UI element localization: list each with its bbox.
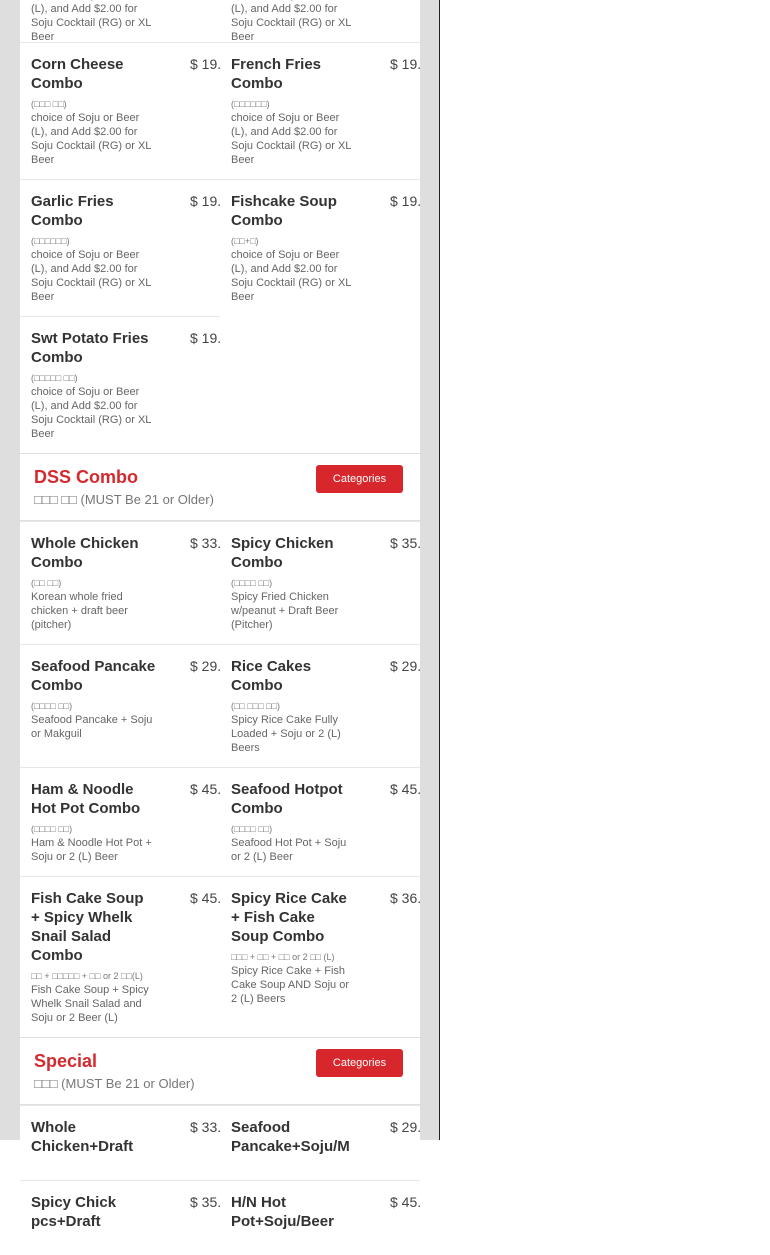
item-price: $ 36. [390,890,420,906]
item-price: $ 19. [190,330,222,346]
item-description: Fish Cake Soup + Spicy Whelk Snail Salad… [31,984,149,1024]
item-name: Whole Chicken Combo [31,535,139,571]
menu-item[interactable]: Rice Cakes Combo $ 29. (□□ □□□ □□) Spicy Ri… [220,644,420,767]
item-name: Whole Chicken+Draft [31,1119,134,1155]
item-description: choice of Soju or Beer (L), and Add $2.0… [31,386,152,440]
section-subtitle: □□□ □□ (MUST Be 21 or Older) [34,492,214,507]
menu-item[interactable]: Seafood Pancake Combo $ 29. (□□□□ □□) Seafo… [20,644,222,767]
menu-item[interactable]: choice of Soju or Beer (L), and Add $2.0… [20,0,220,42]
menu-item[interactable]: Corn Cheese Combo $ 19. (□□□ □□) choice of … [20,42,222,179]
menu-item[interactable]: Spicy Chicken Combo $ 35. (□□□□ □□) Spicy F… [220,521,420,644]
menu-item[interactable]: Whole Chicken Combo $ 33. (□□ □□) Korean wh… [20,521,222,644]
categories-button[interactable]: Categories [316,465,403,493]
menu-item[interactable]: Whole Chicken+Draft $ 33. [20,1105,222,1180]
item-korean-name: □□□ + □□ + □□ or 2 □□ (L) [231,952,335,962]
menu-item[interactable]: Garlic Fries Combo $ 19. (□□□□□□) choice of… [20,179,222,316]
empty-cell [220,316,420,453]
special-grid: Whole Chicken+Draft $ 33. Seafood Pancake+… [20,1105,420,1255]
dss-combo-grid: Whole Chicken Combo $ 33. (□□ □□) Korean wh… [20,521,420,1037]
section-title: DSS Combo [34,467,139,487]
item-korean-name: (□□□□□ □□) [31,373,78,383]
item-korean-name: (□□□□ □□) [31,824,73,834]
item-price: $ 19. [390,56,420,72]
combo-grid-partial: choice of Soju or Beer (L), and Add $2.0… [20,0,420,42]
item-description: Korean whole fried chicken + draft beer … [31,591,128,631]
section-header-special: Special □□□ (MUST Be 21 or Older) Catego… [20,1037,420,1105]
item-name: Fishcake Soup Combo [231,193,337,229]
item-description: choice of Soju or Beer (L), and Add $2.0… [231,249,352,303]
item-price: $ 19. [390,193,420,209]
item-price: $ 35. [190,1194,222,1210]
menu-item[interactable]: Seafood Hotpot Combo $ 45. (□□□□ □□) Seafoo… [220,767,420,876]
item-description: Spicy Fried Chicken w/peanut + Draft Bee… [231,591,339,631]
combo-grid: Corn Cheese Combo $ 19. (□□□ □□) choice of … [20,42,420,453]
item-price: $ 45. [390,781,420,797]
item-korean-name: □□ + □□□□□ + □□ or 2 □□(L) [31,971,143,981]
menu-item[interactable]: Spicy Chick pcs+Draft $ 35. [20,1180,222,1255]
item-description: Spicy Rice Cake Fully Loaded + Soju or 2… [231,714,341,754]
section-title: Special [34,1051,98,1071]
section-header-dss-combo: DSS Combo □□□ □□ (MUST Be 21 or Older) C… [20,453,420,521]
item-name: Fish Cake Soup + Spicy Whelk Snail Salad… [31,890,144,964]
menu-item[interactable]: Spicy Rice Cake + Fish Cake Soup Combo $ … [220,876,420,1037]
item-korean-name: (□□ □□□ □□) [231,701,281,711]
menu-item[interactable]: Swt Potato Fries Combo $ 19. (□□□□□ □□) cho… [20,316,222,453]
item-description: Ham & Noodle Hot Pot + Soju or 2 (L) Bee… [31,837,152,863]
item-price: $ 33. [190,535,222,551]
item-korean-name: (□□□ □□) [31,99,67,109]
item-price: $ 45. [190,781,222,797]
item-description: choice of Soju or Beer (L), and Add $2.0… [31,112,152,166]
item-price: $ 29. [390,1119,420,1135]
item-name: Ham & Noodle Hot Pot Combo [31,781,141,817]
item-description: Spicy Rice Cake + Fish Cake Soup AND Soj… [231,965,350,1005]
item-name: Garlic Fries Combo [31,193,114,229]
item-price: $ 29. [190,658,222,674]
section-subtitle: □□□ (MUST Be 21 or Older) [34,1076,195,1091]
item-name: Seafood Pancake Combo [31,658,156,694]
item-description: choice of Soju or Beer (L), and Add $2.0… [231,0,352,42]
item-korean-name: (□□+□) [231,236,259,246]
item-korean-name: (□□□□ □□) [31,701,73,711]
item-description: choice of Soju or Beer (L), and Add $2.0… [31,0,152,42]
item-name: Seafood Pancake+Soju/M [231,1119,350,1155]
item-description: Seafood Pancake + Soju or Makguil [31,714,153,740]
item-description: choice of Soju or Beer (L), and Add $2.0… [231,112,352,166]
item-korean-name: (□□ □□) [31,578,62,588]
item-name: Swt Potato Fries Combo [31,330,149,366]
menu-item[interactable]: French Fries Combo $ 19. (□□□□□□) choice of… [220,42,420,179]
item-price: $ 29. [390,658,420,674]
menu-item[interactable]: Fish Cake Soup + Spicy Whelk Snail Salad… [20,876,222,1037]
item-price: $ 35. [390,535,420,551]
item-name: Spicy Chick pcs+Draft [31,1194,117,1230]
item-name: Corn Cheese Combo [31,56,124,92]
item-description: Seafood Hot Pot + Soju or 2 (L) Beer [231,837,347,863]
menu-item[interactable]: choice of Soju or Beer (L), and Add $2.0… [220,0,420,42]
categories-button[interactable]: Categories [316,1049,403,1077]
item-price: $ 45. [190,890,222,906]
menu-item[interactable]: Ham & Noodle Hot Pot Combo $ 45. (□□□□ □□)… [20,767,222,876]
item-price: $ 45. [390,1194,420,1210]
item-name: Spicy Chicken Combo [231,535,334,571]
item-name: H/N Hot Pot+Soju/Beer [231,1194,334,1230]
menu-item[interactable]: H/N Hot Pot+Soju/Beer $ 45. [220,1180,420,1255]
item-price: $ 19. [190,193,222,209]
item-price: $ 33. [190,1119,222,1135]
item-price: $ 19. [190,56,222,72]
item-korean-name: (□□□□□□) [31,236,70,246]
item-korean-name: (□□□□□□) [231,99,270,109]
item-korean-name: (□□□□ □□) [231,578,273,588]
menu-item[interactable]: Fishcake Soup Combo $ 19. (□□+□) choice of … [220,179,420,316]
item-korean-name: (□□□□ □□) [231,824,273,834]
item-name: Seafood Hotpot Combo [231,781,343,817]
menu-item[interactable]: Seafood Pancake+Soju/M $ 29. [220,1105,420,1180]
item-description: choice of Soju or Beer (L), and Add $2.0… [31,249,152,303]
item-name: Rice Cakes Combo [231,658,312,694]
item-name: Spicy Rice Cake + Fish Cake Soup Combo [231,890,347,945]
menu-card: choice of Soju or Beer (L), and Add $2.0… [20,0,420,1255]
item-name: French Fries Combo [231,56,322,92]
